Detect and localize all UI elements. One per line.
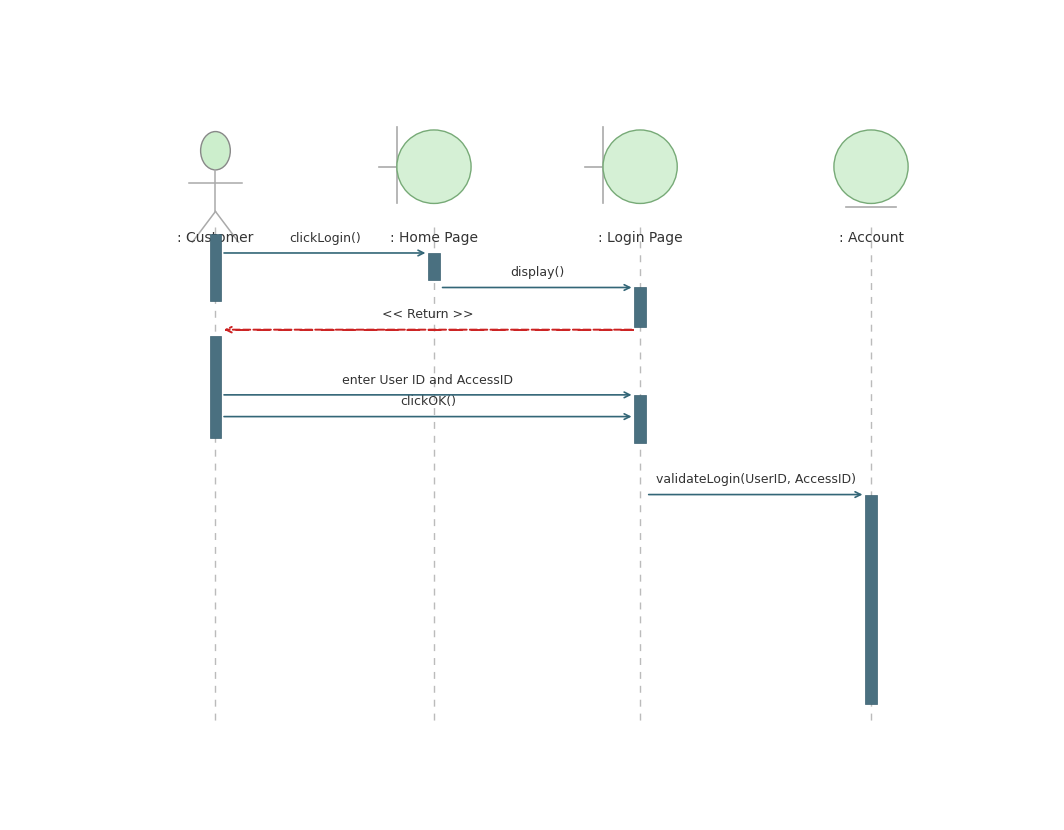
Bar	[865, 495, 877, 704]
Text: clickLogin(): clickLogin()	[288, 232, 361, 245]
Ellipse shape	[834, 130, 908, 203]
Text: : Home Page: : Home Page	[390, 231, 478, 245]
Bar	[210, 336, 221, 438]
Text: : Customer: : Customer	[178, 231, 253, 245]
Bar	[210, 234, 221, 301]
Ellipse shape	[397, 130, 471, 203]
Bar	[634, 395, 646, 443]
Ellipse shape	[603, 130, 677, 203]
Text: enter User ID and AccessID: enter User ID and AccessID	[343, 374, 513, 387]
Bar	[428, 253, 439, 280]
Text: validateLogin(UserID, AccessID): validateLogin(UserID, AccessID)	[655, 473, 855, 486]
Ellipse shape	[201, 131, 230, 170]
Text: : Account: : Account	[838, 231, 903, 245]
Bar	[634, 287, 646, 327]
Text: display(): display()	[510, 266, 564, 279]
Text: : Login Page: : Login Page	[598, 231, 682, 245]
Text: clickOK(): clickOK()	[400, 395, 455, 408]
Text: << Return >>: << Return >>	[382, 309, 473, 321]
